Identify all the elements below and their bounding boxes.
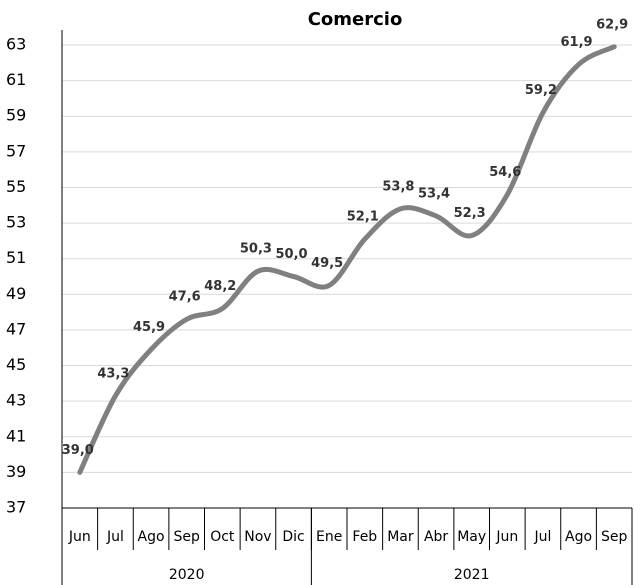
x-tick-label: Dic — [282, 529, 304, 545]
y-tick-label: 59 — [6, 106, 26, 125]
y-tick-label: 55 — [6, 177, 26, 196]
y-tick-label: 45 — [6, 355, 26, 374]
x-tick-label: Sep — [601, 529, 628, 545]
y-tick-label: 41 — [6, 426, 26, 445]
data-label: 48,2 — [204, 279, 236, 294]
x-tick-label: Abr — [424, 529, 448, 545]
y-tick-label: 37 — [6, 498, 26, 517]
data-label: 50,0 — [276, 247, 308, 262]
x-tick-label: Ene — [316, 529, 342, 545]
data-label: 43,3 — [97, 366, 129, 381]
y-tick-label: 47 — [6, 319, 26, 338]
x-tick-label: Ago — [138, 529, 165, 545]
y-tick-label: 63 — [6, 35, 26, 54]
y-tick-label: 57 — [6, 141, 26, 160]
x-tick-label: Nov — [244, 529, 271, 545]
data-label: 53,8 — [382, 179, 414, 194]
y-tick-label: 51 — [6, 248, 26, 267]
data-label: 49,5 — [311, 256, 343, 271]
y-tick-label: 61 — [6, 70, 26, 89]
data-label: 52,3 — [454, 206, 486, 221]
group-label: 2020 — [169, 567, 205, 583]
data-label: 54,6 — [489, 165, 521, 180]
x-tick-label: Jun — [495, 529, 518, 545]
x-tick-label: Feb — [352, 529, 377, 545]
line — [77, 44, 617, 475]
y-tick-label: 49 — [6, 284, 26, 303]
data-label: 59,2 — [525, 83, 557, 98]
data-label: 45,9 — [133, 320, 165, 335]
x-tick-label: Mar — [387, 529, 414, 545]
data-label: 50,3 — [240, 242, 272, 257]
x-tick-label: Jun — [68, 529, 91, 545]
y-tick-label: 53 — [6, 213, 26, 232]
x-tick-label: Jul — [106, 529, 124, 545]
data-label: 53,4 — [418, 186, 450, 201]
data-label: 47,6 — [169, 290, 201, 305]
data-label: 39,0 — [62, 443, 94, 458]
y-tick-label: 43 — [6, 391, 26, 410]
data-label: 61,9 — [561, 35, 593, 50]
x-tick-label: Oct — [210, 529, 235, 545]
data-label: 52,1 — [347, 210, 379, 225]
x-tick-label: May — [457, 529, 486, 545]
x-tick-label: Jul — [533, 529, 551, 545]
y-tick-label: 39 — [6, 462, 26, 481]
group-label: 2021 — [454, 567, 490, 583]
x-tick-label: Ago — [565, 529, 592, 545]
data-label: 62,9 — [596, 17, 628, 32]
x-tick-label: Sep — [173, 529, 200, 545]
chart-title: Comercio — [308, 9, 403, 30]
